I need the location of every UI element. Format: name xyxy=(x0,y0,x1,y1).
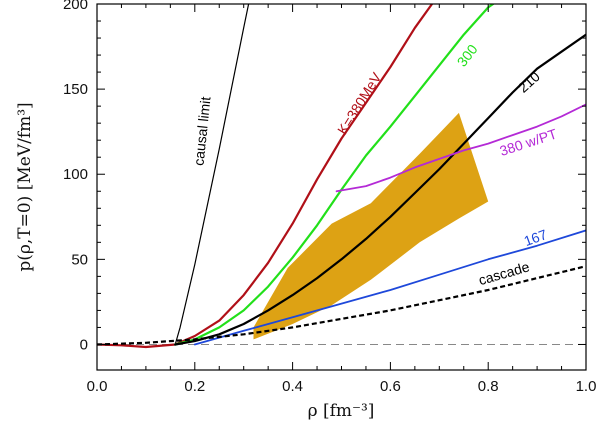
axis-ticks: 0.0 0.2 0.4 0.6 0.8 1.0 0 50 100 150 200 xyxy=(63,0,596,395)
series-line-cascade xyxy=(97,265,586,346)
y-tick-label: 0 xyxy=(80,336,88,353)
annotation-167: 167 xyxy=(522,226,550,249)
series-line-causal-limit xyxy=(174,4,250,346)
x-tick-label: 0.4 xyxy=(282,378,303,395)
y-tick-label: 50 xyxy=(71,251,88,268)
plot-frame xyxy=(96,3,587,371)
annotation-cascade: cascade xyxy=(477,258,532,288)
series-line-210 xyxy=(174,33,586,346)
x-axis-label: ρ [fm⁻³] xyxy=(308,401,375,421)
series-lines xyxy=(97,4,586,349)
x-tick-label: 0.6 xyxy=(380,378,401,395)
series-line-k-380mev xyxy=(97,4,434,349)
allowed-region-band xyxy=(253,112,489,340)
annotation-k-380mev: K=380MeV xyxy=(334,69,385,137)
uncertainty-band-polygon xyxy=(253,112,489,340)
series-line-167 xyxy=(193,229,586,346)
y-tick-label: 100 xyxy=(63,166,88,183)
y-tick-label: 150 xyxy=(63,81,88,98)
annotation-300: 300 xyxy=(454,41,481,69)
x-tick-label: 0.2 xyxy=(184,378,205,395)
x-tick-label: 0.8 xyxy=(478,378,499,395)
series-line-380-w-pt xyxy=(335,103,586,193)
y-axis-label: p(ρ,T=0) [MeV/fm³] xyxy=(15,102,35,271)
x-tick-label: 1.0 xyxy=(576,378,597,395)
annotation-210: 210 xyxy=(515,68,543,96)
x-tick-label: 0.0 xyxy=(87,378,108,395)
y-tick-label: 200 xyxy=(63,0,88,13)
annotation-causal-limit: causal limit xyxy=(190,96,213,167)
